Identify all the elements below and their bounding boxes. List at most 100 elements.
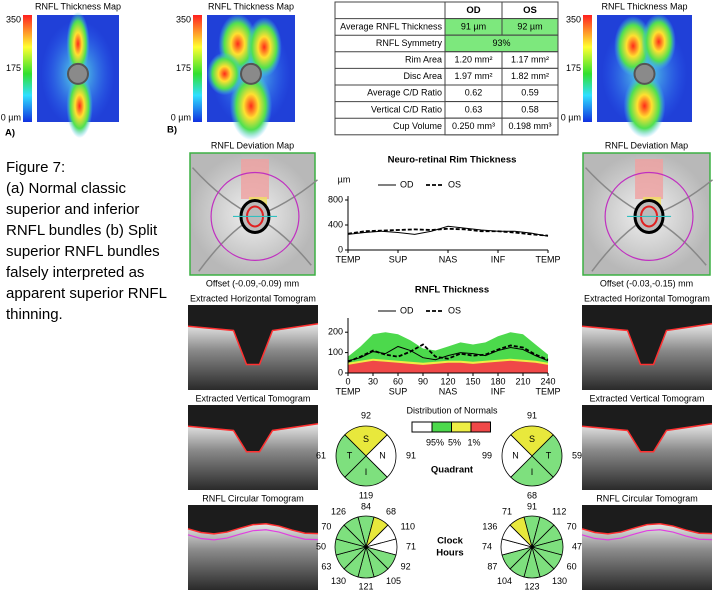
rnfl-line xyxy=(187,529,319,541)
offset-label: Offset (-0.03,-0.15) mm xyxy=(600,278,693,288)
wheel-label: Clock xyxy=(437,536,464,547)
retina-layer xyxy=(188,323,318,390)
scale-label: 175 xyxy=(566,63,581,73)
x-tick-label: 90 xyxy=(418,376,428,386)
segment-value: 70 xyxy=(567,521,577,531)
scale-label: 350 xyxy=(6,14,21,24)
caption-line: falsely interpreted as xyxy=(6,264,144,281)
wheel-segment xyxy=(531,434,563,478)
segment-value: 92 xyxy=(361,410,371,420)
heat-map-bundle xyxy=(614,16,653,76)
y-tick-label: 0 xyxy=(338,367,343,377)
tomogram-title: Extracted Horizontal Tomogram xyxy=(190,293,316,303)
ilm-line xyxy=(581,523,713,535)
retina-layer xyxy=(188,423,318,490)
scan-circle xyxy=(604,171,694,261)
table-cell-text: 0.58 xyxy=(521,104,539,114)
wheel-segment xyxy=(510,425,554,457)
table-cell-text: 0.59 xyxy=(521,88,539,98)
segment-value: 112 xyxy=(552,507,566,517)
panel-label: A) xyxy=(5,128,15,139)
x-region-label: TEMP xyxy=(535,386,560,396)
legend-label: OD xyxy=(400,305,414,315)
offset-label: Offset (-0.09,-0.09) mm xyxy=(206,278,299,288)
legend-label: 5% xyxy=(448,437,461,447)
table-cell-text: 1.82 mm² xyxy=(511,71,549,81)
segment-value: 84 xyxy=(361,501,371,511)
segment-value: 68 xyxy=(527,490,537,500)
retina-layer xyxy=(582,423,712,490)
x-tick-label: 120 xyxy=(440,376,455,386)
y-tick-label: 200 xyxy=(328,327,343,337)
segment-value: 63 xyxy=(321,561,331,571)
ilm-line xyxy=(187,523,319,535)
table-cell-text: 1.20 mm² xyxy=(454,54,492,64)
x-region-label: SUP xyxy=(389,386,408,396)
table-row-label: Average RNFL Thickness xyxy=(340,21,442,31)
x-region-label: TEMP xyxy=(335,254,360,264)
map-title: RNFL Thickness Map xyxy=(35,1,121,11)
legend-label: OS xyxy=(448,305,461,315)
x-region-label: INF xyxy=(491,254,506,264)
scale-label: 0 µm xyxy=(171,112,191,122)
heat-map-bundle xyxy=(246,17,282,78)
x-tick-label: 150 xyxy=(465,376,480,386)
legend-swatch xyxy=(411,421,433,433)
segment-value: 130 xyxy=(552,576,567,586)
scale-label: 350 xyxy=(566,14,581,24)
color-scale xyxy=(193,15,202,122)
wheel-segment xyxy=(510,455,554,487)
table-row-label: Disc Area xyxy=(403,71,442,81)
optic-disc xyxy=(240,62,262,85)
wheel-segment xyxy=(343,516,367,549)
segment-value: 126 xyxy=(331,507,346,517)
segment-name: N xyxy=(512,450,519,460)
legend-swatch xyxy=(470,421,491,433)
ilm-line xyxy=(187,322,319,366)
ilm-line xyxy=(187,422,319,453)
table-cell xyxy=(501,117,559,136)
caption-line: RNFL bundles (b) Split xyxy=(6,222,158,239)
y-tick-label: 400 xyxy=(328,219,343,229)
heat-map-bundle xyxy=(229,71,273,141)
x-region-label: TEMP xyxy=(335,386,360,396)
color-scale xyxy=(583,15,592,122)
caption-line: superior RNFL bundles xyxy=(6,243,160,260)
segment-value: 50 xyxy=(316,541,326,551)
deviation-patch xyxy=(635,159,664,199)
table-cell-text: 1.17 mm² xyxy=(511,54,549,64)
segment-name: S xyxy=(363,434,369,444)
retina-layer xyxy=(582,523,712,590)
table-row-label: Vertical C/D Ratio xyxy=(371,104,442,114)
map-title: RNFL Deviation Map xyxy=(605,140,688,150)
optic-disc xyxy=(633,62,656,85)
x-region-label: INF xyxy=(491,386,506,396)
x-tick-label: 0 xyxy=(345,376,350,386)
table-header: OD xyxy=(466,5,480,16)
table-cell-text: 0.250 mm³ xyxy=(452,121,495,131)
x-tick-label: 180 xyxy=(490,376,505,386)
caption-line: superior and inferior xyxy=(6,201,139,218)
x-tick-label: 30 xyxy=(368,376,378,386)
table-header: OS xyxy=(523,5,537,16)
tomogram-title: RNFL Circular Tomogram xyxy=(202,493,304,503)
heat-map-bundle xyxy=(207,52,243,96)
segment-value: 136 xyxy=(482,521,497,531)
chart-title: Neuro-retinal Rim Thickness xyxy=(388,155,517,166)
table-cell-text: 93% xyxy=(492,38,510,48)
y-tick-label: 800 xyxy=(328,194,343,204)
x-region-label: NAS xyxy=(439,254,458,264)
heat-map-bundle xyxy=(66,11,90,76)
x-tick-label: 240 xyxy=(540,376,555,386)
heat-map-bundle xyxy=(623,73,666,139)
normal-band xyxy=(348,360,548,373)
segment-name: T xyxy=(347,450,353,460)
segment-value: 104 xyxy=(497,576,512,586)
table-cell-text: 0.63 xyxy=(465,104,483,114)
ilm-line xyxy=(581,322,713,366)
map-title: RNFL Thickness Map xyxy=(208,1,294,11)
segment-value: 92 xyxy=(401,561,411,571)
segment-value: 61 xyxy=(316,450,326,460)
segment-value: 71 xyxy=(502,507,512,517)
series-line xyxy=(347,343,549,363)
